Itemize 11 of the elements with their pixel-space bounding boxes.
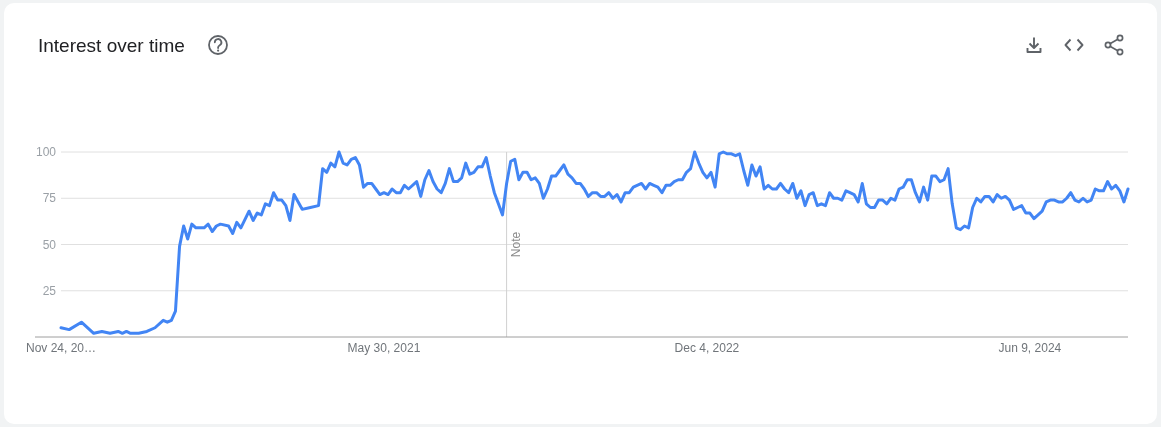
x-tick-label: Nov 24, 20… <box>25 341 97 355</box>
y-tick-label: 50 <box>42 237 57 252</box>
y-tick-label: 100 <box>35 145 57 160</box>
x-tick-label: Jun 9, 2024 <box>998 341 1062 355</box>
y-tick-label: 25 <box>42 283 57 298</box>
x-tick-label: May 30, 2021 <box>347 341 421 355</box>
line-series <box>59 150 1130 335</box>
x-tick-label: Dec 4, 2022 <box>674 341 740 355</box>
ref-line-label: Note <box>508 231 523 258</box>
y-tick-label: 75 <box>42 191 57 206</box>
chart-title: Interest over time <box>38 35 185 56</box>
